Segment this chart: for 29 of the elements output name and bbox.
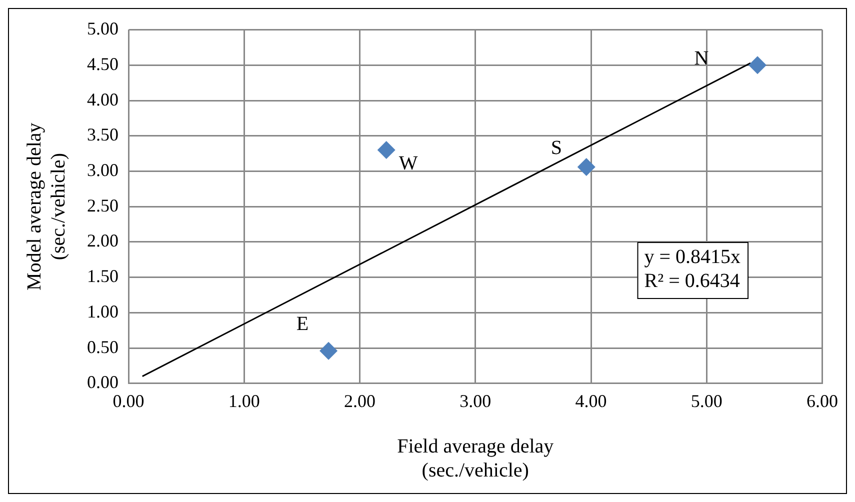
y-tick-label: 0.50: [87, 336, 118, 357]
y-tick-label: 4.50: [87, 54, 118, 74]
y-axis-title: Model average delay (sec./vehicle): [23, 122, 70, 290]
annotation: W: [398, 152, 418, 174]
x-tick-label: 0.00: [112, 390, 144, 411]
annotation: E: [296, 313, 309, 336]
x-tick-label: 1.00: [228, 390, 260, 411]
y-tick-label: 3.50: [87, 124, 118, 145]
point: [577, 158, 596, 176]
y-tick-label: 4.00: [87, 89, 118, 110]
point: [320, 342, 338, 360]
annotation: S: [550, 137, 562, 160]
x-tick-label: 2.00: [344, 390, 376, 411]
x-tick-label: 6.00: [806, 390, 838, 411]
x-tick-label: 3.00: [460, 390, 492, 411]
point: [748, 56, 766, 74]
y-tick-label: 0.00: [87, 372, 118, 392]
y-tick-label: 1.50: [87, 266, 118, 286]
y-tick-label: 3.00: [87, 160, 118, 180]
x-tick-label: 4.00: [575, 390, 607, 411]
y-tick-label: 2.00: [87, 230, 118, 251]
annotation: N: [694, 47, 709, 70]
x-tick-label: 5.00: [690, 390, 722, 411]
y-tick-label: 1.00: [87, 301, 118, 322]
y-tick-label: 5.00: [87, 18, 118, 39]
annotation: y = 0.8415x R² = 0.6434: [644, 246, 741, 292]
y-tick-label: 2.50: [87, 195, 118, 216]
x-axis-title: Field average delay (sec./vehicle): [397, 435, 554, 482]
point: [377, 141, 396, 160]
